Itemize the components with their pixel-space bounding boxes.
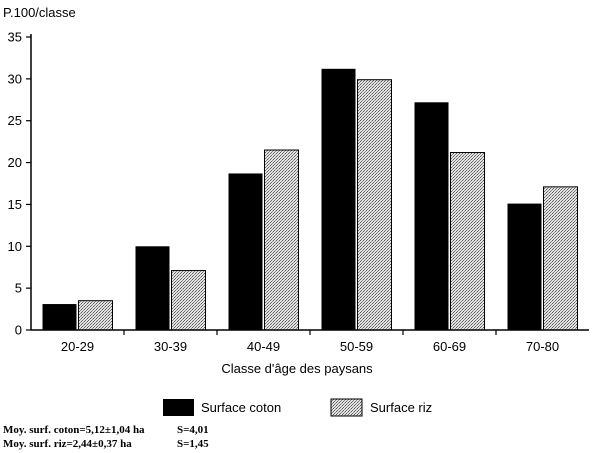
bar-riz [171,270,206,331]
bar-coton [414,102,449,330]
bar-coton [135,246,170,330]
y-tick-label: 10 [8,239,22,254]
note-riz-stat: S=1,45 [177,438,209,450]
legend-label-riz: Surface riz [370,400,432,415]
bar-coton [507,203,542,330]
y-tick-label: 5 [15,281,22,296]
x-axis: 20-29 30-39 40-49 50-59 60-69 70-80 [61,330,559,354]
bar-riz [264,149,299,331]
bar-coton [228,173,263,330]
y-tick-label: 35 [8,30,22,45]
y-tick-label: 20 [8,155,22,170]
x-tick-label: 40-49 [247,339,280,354]
legend-swatch-riz [330,398,363,417]
x-tick-label: 20-29 [61,339,94,354]
y-tick-label: 30 [8,71,22,86]
legend-swatch-coton [163,399,194,416]
x-axis-title: Classe d'âge des paysans [221,361,373,376]
y-tick-label: 25 [8,113,22,128]
legend: Surface coton Surface riz [163,398,432,417]
bar-riz [543,186,578,331]
y-tick-label: 0 [15,323,22,338]
y-tick-label: 15 [8,197,22,212]
bar-riz [357,79,392,331]
y-axis: 0 5 10 15 20 25 30 35 [8,30,31,338]
x-tick-label: 60-69 [433,339,466,354]
bar-riz [450,152,485,331]
y-axis-title: P.100/classe [3,5,76,20]
bar-riz [78,300,113,331]
note-coton-mean: Moy. surf. coton=5,12±1,04 ha [3,424,145,436]
note-coton-stat: S=4,01 [177,424,209,436]
legend-label-coton: Surface coton [201,400,281,415]
bars [42,68,578,331]
notes: Moy. surf. coton=5,12±1,04 ha S=4,01 Moy… [3,424,209,450]
note-riz-mean: Moy. surf. riz=2,44±0,37 ha [3,438,132,450]
axes-frame [30,34,589,331]
bar-coton [42,304,77,330]
bar-coton [321,68,356,330]
x-tick-label: 50-59 [340,339,373,354]
x-tick-label: 30-39 [154,339,187,354]
x-tick-label: 70-80 [526,339,559,354]
